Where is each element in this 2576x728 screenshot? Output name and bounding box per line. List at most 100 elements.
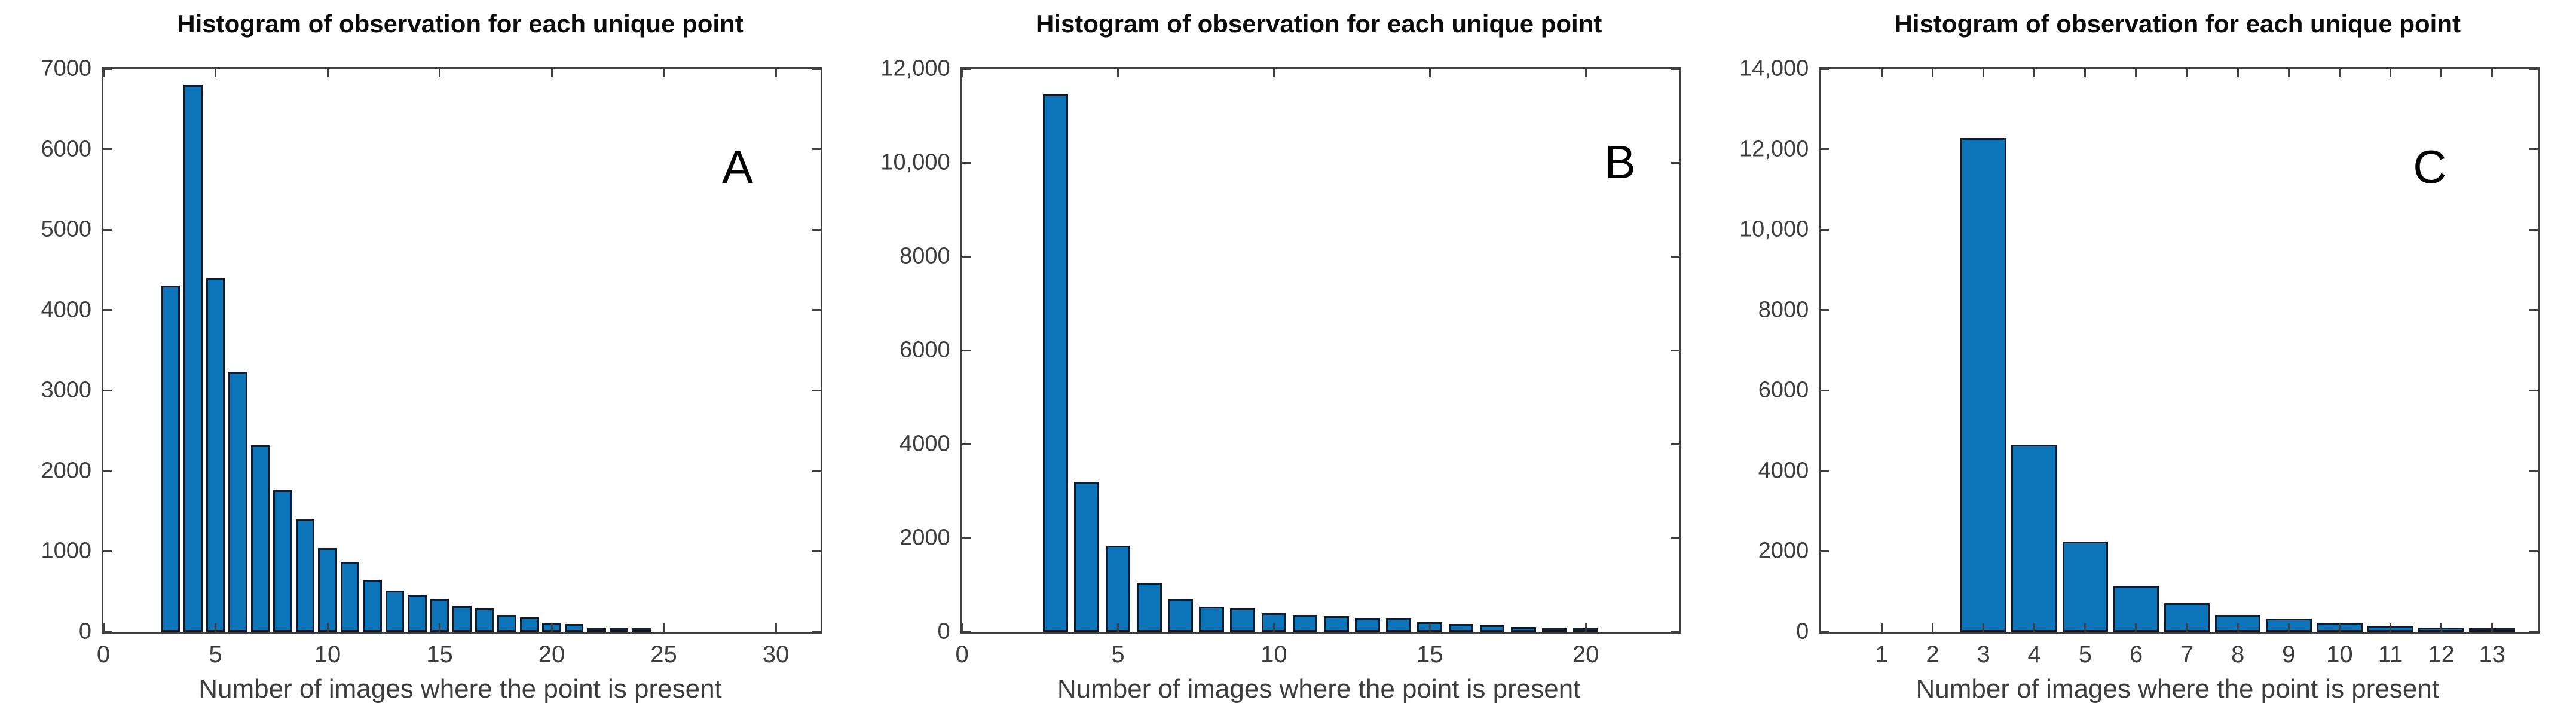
x-tick-label: 15 [1416, 641, 1443, 668]
x-tick [775, 623, 777, 632]
histogram-bar [2164, 602, 2210, 632]
x-tick-label: 10 [1261, 641, 1287, 668]
y-tick [1671, 631, 1679, 633]
y-tick [1821, 309, 1829, 311]
histogram-bar [564, 623, 584, 632]
y-tick-label: 1000 [41, 538, 91, 564]
x-tick [439, 623, 440, 632]
y-tick [812, 631, 821, 633]
y-tick [103, 389, 112, 391]
y-tick [962, 349, 971, 351]
histogram-bar [2062, 541, 2109, 632]
histogram-bar [408, 595, 427, 632]
histogram-bar [1510, 627, 1536, 632]
plot-area: 0 5 10 15 20 25 30 0 1000 2000 3000 4000 5000 6000 700… [41, 56, 822, 668]
x-tick-label: 0 [96, 641, 111, 668]
y-tick [2529, 309, 2538, 311]
histogram-bar [1199, 606, 1224, 632]
y-tick [812, 148, 821, 151]
x-tick [2084, 623, 2087, 632]
y-tick [2529, 68, 2538, 70]
x-tick [2033, 623, 2036, 632]
x-tick [2287, 623, 2290, 632]
y-tick-label: 2000 [41, 458, 91, 484]
x-tick-label: 8 [2231, 641, 2245, 668]
x-tick [2491, 69, 2494, 77]
x-tick [2186, 69, 2188, 77]
histogram-bar [1136, 582, 1162, 632]
panel-c: Histogram of observation for each unique… [1717, 0, 2576, 728]
x-tick [2237, 69, 2239, 77]
y-tick-label: 0 [78, 619, 91, 644]
x-tick [2033, 69, 2036, 77]
y-tick-label: 5000 [41, 216, 91, 242]
histogram-bar [1960, 138, 2006, 632]
y-tick-label: 14,000 [1739, 56, 1809, 81]
histogram-bar [497, 615, 516, 632]
histogram-bar [632, 628, 651, 632]
x-tick [1117, 69, 1119, 77]
histogram-bar [1074, 481, 1100, 632]
x-tick [1584, 69, 1587, 77]
x-tick-label: 11 [2378, 641, 2403, 668]
y-tick-label: 6000 [41, 136, 91, 162]
y-tick [2529, 550, 2538, 552]
histogram-bar [295, 519, 315, 632]
x-tick [663, 69, 665, 77]
y-tick [103, 228, 112, 231]
x-tick [1983, 623, 1985, 632]
y-tick [103, 470, 112, 472]
x-tick-label: 5 [2078, 641, 2092, 668]
x-tick-label: 6 [2129, 641, 2143, 668]
x-tick-label: 2 [1926, 641, 1939, 668]
y-tick [1671, 443, 1679, 445]
y-tick [1821, 389, 1829, 391]
y-tick-label: 0 [937, 619, 950, 644]
histogram-bar [1323, 616, 1349, 632]
y-tick [962, 631, 971, 633]
y-tick-label: 10,000 [880, 149, 950, 175]
y-tick [2529, 389, 2538, 391]
x-axis-label: Number of images where the point is pres… [1057, 674, 1581, 703]
chart-title: Histogram of observation for each unique… [177, 10, 744, 38]
x-tick [961, 69, 963, 77]
x-axis-label: Number of images where the point is pres… [198, 674, 722, 703]
histogram-bar [273, 490, 292, 632]
histogram-bar [1105, 546, 1131, 632]
x-tick-label: 12 [2428, 641, 2455, 668]
y-tick [2529, 228, 2538, 231]
x-tick-label: 5 [1111, 641, 1125, 668]
histogram-bar [1292, 614, 1318, 632]
y-tick-label: 3000 [41, 377, 91, 403]
x-tick [2338, 69, 2341, 77]
x-tick-label: 4 [2027, 641, 2041, 668]
panel-letter: C [2413, 140, 2447, 193]
y-tick [1671, 68, 1679, 70]
histogram-bar [385, 591, 405, 632]
x-tick [2135, 69, 2137, 77]
panel-letter: B [1604, 136, 1636, 188]
y-tick-label: 12,000 [880, 56, 950, 81]
y-tick [1671, 537, 1679, 539]
x-tick [215, 69, 216, 77]
x-tick [1880, 69, 1883, 77]
y-tick [812, 309, 821, 311]
histogram-bar [1230, 608, 1256, 632]
y-tick [1821, 470, 1829, 472]
x-tick [1428, 69, 1431, 77]
x-tick-label: 10 [314, 641, 341, 668]
y-tick-label: 0 [1796, 619, 1809, 644]
histogram-bar [1355, 618, 1380, 632]
x-tick [1584, 623, 1587, 632]
x-tick [326, 69, 329, 77]
x-tick [550, 623, 553, 632]
y-tick [103, 550, 112, 552]
x-tick [1880, 623, 1883, 632]
y-tick-label: 4000 [41, 297, 91, 323]
y-tick [1671, 255, 1679, 258]
y-tick [812, 228, 821, 231]
y-tick [812, 68, 821, 70]
y-tick [1821, 631, 1829, 633]
x-tick [326, 623, 329, 632]
histogram-bar [161, 286, 180, 632]
